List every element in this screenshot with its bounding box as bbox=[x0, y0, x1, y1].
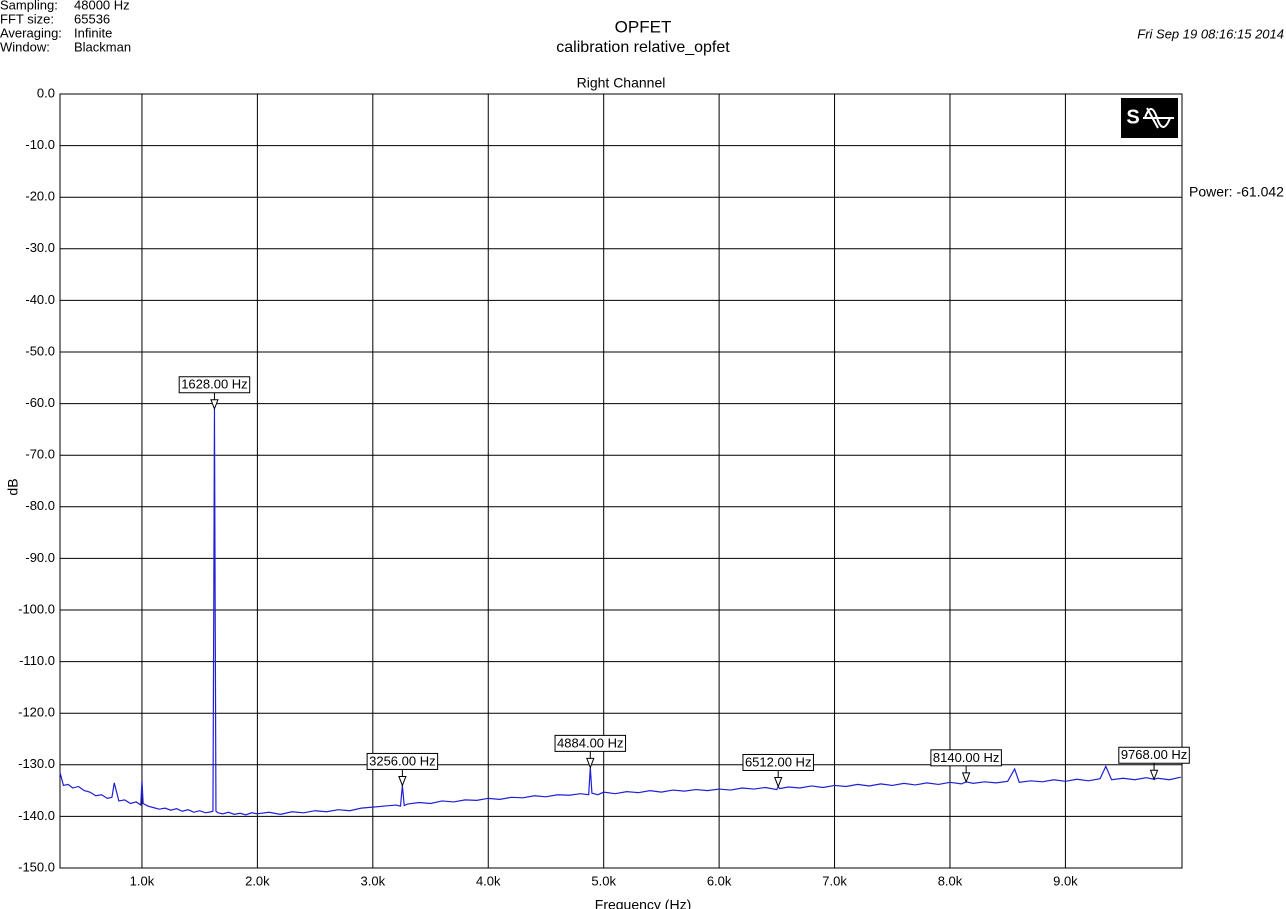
x-tick-label: 5.0k bbox=[591, 873, 616, 888]
y-tick-label: -70.0 bbox=[25, 447, 55, 462]
marker bbox=[586, 757, 595, 769]
marker-label-box bbox=[742, 753, 814, 771]
y-tick-label: -110.0 bbox=[19, 653, 55, 668]
x-tick-label: 1.0k bbox=[130, 873, 155, 888]
marker-label: 8140.00 Hz bbox=[933, 750, 1000, 765]
x-tick-label: 4.0k bbox=[476, 873, 501, 888]
date: Fri Sep 19 08:16:15 2014 bbox=[1137, 26, 1284, 41]
marker-label: 3256.00 Hz bbox=[369, 753, 436, 768]
x-tick-label: 2.0k bbox=[245, 873, 270, 888]
y-tick-label: -60.0 bbox=[25, 395, 55, 410]
marker-label: 4884.00 Hz bbox=[557, 735, 624, 750]
logo: S bbox=[1121, 98, 1178, 138]
y-tick-label: -120.0 bbox=[18, 705, 55, 720]
panel-title: Right Channel bbox=[577, 75, 666, 91]
y-tick-label: -130.0 bbox=[18, 756, 55, 771]
y-tick-label: -90.0 bbox=[25, 550, 55, 565]
marker bbox=[961, 772, 971, 784]
marker bbox=[398, 775, 407, 787]
x-axis-label: Frequency (Hz) bbox=[595, 897, 691, 909]
power-readout: Power: -61.042 bbox=[1189, 184, 1284, 200]
y-tick-label: -10.0 bbox=[25, 137, 55, 152]
info-value: Blackman bbox=[74, 39, 131, 54]
marker-label-box bbox=[1118, 746, 1190, 764]
y-tick-label: 0.0 bbox=[37, 85, 55, 100]
chart-subtitle: calibration relative_opfet bbox=[556, 39, 730, 56]
spectrum-line bbox=[59, 408, 1181, 816]
marker-label-box bbox=[930, 749, 1002, 767]
plot-frame bbox=[59, 93, 1183, 869]
y-tick-label: -50.0 bbox=[25, 343, 55, 358]
x-tick-label: 6.0k bbox=[707, 873, 732, 888]
info-value: 48000 Hz bbox=[74, 0, 130, 12]
marker-label: 6512.00 Hz bbox=[745, 754, 812, 769]
y-tick-label: -80.0 bbox=[25, 498, 55, 513]
info-label: Averaging: bbox=[0, 25, 62, 40]
x-tick-label: 9.0k bbox=[1053, 873, 1078, 888]
y-tick-label: -100.0 bbox=[18, 601, 55, 616]
marker-label: 9768.00 Hz bbox=[1121, 747, 1188, 762]
info-label: Sampling: bbox=[0, 0, 58, 12]
marker bbox=[210, 399, 219, 411]
info-label: FFT size: bbox=[0, 11, 54, 26]
x-tick-label: 8.0k bbox=[938, 873, 963, 888]
y-tick-label: -20.0 bbox=[25, 189, 55, 204]
svg-text:S: S bbox=[1126, 106, 1139, 128]
marker-label: 1628.00 Hz bbox=[181, 377, 248, 392]
x-tick-label: 3.0k bbox=[361, 873, 386, 888]
info-value: Infinite bbox=[74, 25, 112, 40]
marker bbox=[773, 776, 783, 788]
y-tick-label: -40.0 bbox=[25, 292, 55, 307]
y-tick-label: -140.0 bbox=[18, 808, 55, 823]
marker bbox=[1149, 769, 1159, 781]
marker-label-box bbox=[554, 734, 627, 752]
chart-title: OPFET bbox=[615, 17, 672, 36]
info-label: Window: bbox=[0, 39, 50, 54]
y-tick-label: -150.0 bbox=[18, 859, 55, 874]
y-axis-label: dB bbox=[5, 478, 21, 495]
x-tick-label: 7.0k bbox=[822, 873, 847, 888]
y-tick-label: -30.0 bbox=[25, 240, 55, 255]
info-value: 65536 bbox=[74, 11, 110, 26]
marker-label-box bbox=[178, 376, 251, 394]
marker-label-box bbox=[366, 752, 439, 770]
